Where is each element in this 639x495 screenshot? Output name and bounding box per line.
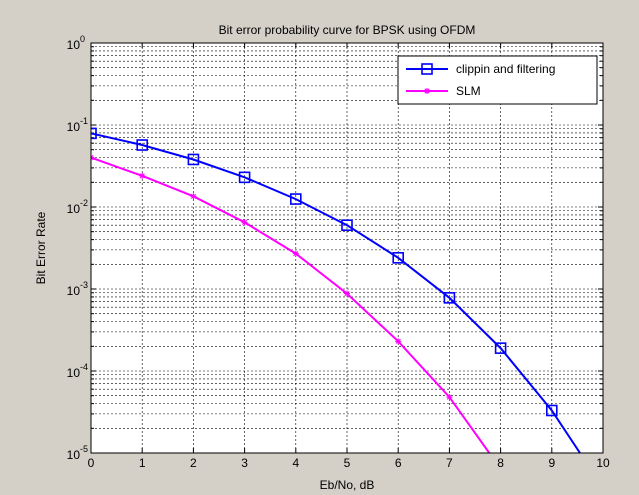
x-tick-label: 9 [548,456,555,470]
data-point-star [292,250,299,257]
data-point-star [424,88,430,94]
data-point-square [187,153,200,166]
x-tick-labels: 0 1 2 3 4 5 6 7 8 9 10 [88,456,610,470]
y-axis-label: Bit Error Rate [34,211,48,284]
star-stroke [91,155,94,159]
y-tick-label-base: 10 [67,366,81,380]
legend: clippin and filtering SLM [397,55,598,105]
data-point-square [341,219,353,231]
y-tick-label: 10 -2 [67,198,88,216]
grid [91,43,603,453]
x-tick-label: 5 [344,456,351,470]
y-tick-label: 10 -1 [67,116,88,134]
star-stroke [139,173,145,179]
y-tick-label-exponent: -3 [80,280,88,290]
star-stroke [344,290,350,297]
x-tick-label: 4 [292,456,299,470]
y-tick-label: 10 -5 [67,444,88,462]
data-point-star [241,219,248,226]
data-point-star [139,172,146,179]
data-point-star [190,193,197,200]
y-tick-label-base: 10 [67,448,81,462]
data-point-square [136,139,148,151]
x-tick-label: 10 [596,456,610,470]
y-tick-label: 10 -4 [67,362,88,380]
y-tick-label-base: 10 [67,120,81,134]
y-tick-label-base: 10 [67,38,81,52]
legend-label: clippin and filtering [456,62,555,76]
star-stroke [242,219,248,225]
star-stroke [446,394,452,400]
legend-item: SLM [406,84,481,98]
x-axis-label: Eb/No, dB [320,478,375,492]
y-tick-label-exponent: -1 [80,116,88,126]
data-point-star [91,154,94,161]
data-point-square [421,63,433,75]
data-point-star [395,338,402,345]
x-tick-label: 6 [395,456,402,470]
star-stroke [91,156,94,161]
y-tick-label-base: 10 [67,202,81,216]
y-tick-label-exponent: -2 [80,198,88,208]
data-point-square [443,292,456,304]
y-tick-label-exponent: 0 [80,34,85,44]
chart-title: Bit error probability curve for BPSK usi… [219,23,476,37]
star-stroke [395,338,401,344]
y-tick-label: 10 -3 [67,280,88,298]
data-point-square [545,404,558,417]
y-tick-label: 10 0 [67,34,85,52]
plot-frame [90,42,604,454]
data-point-square [289,193,302,205]
legend-label: SLM [456,84,481,98]
data-point-square [392,252,405,264]
x-tick-label: 0 [88,456,95,470]
data-point-square [91,127,97,140]
data-point-square [238,171,251,184]
data-point-square [494,342,507,354]
y-tick-label-exponent: -5 [80,444,88,454]
series-clippin-and-filtering [91,127,581,453]
series-slm [91,154,491,453]
star-stroke [293,251,299,257]
y-tick-label-base: 10 [67,284,81,298]
series-layer [91,127,581,453]
data-point-star [344,290,350,297]
x-tick-label: 7 [446,456,453,470]
x-tick-label: 1 [139,456,146,470]
x-tick-label: 3 [241,456,248,470]
star-stroke [190,193,196,199]
x-tick-label: 8 [497,456,504,470]
y-tick-label-exponent: -4 [80,362,88,372]
data-point-star [446,394,453,401]
series-line [91,132,581,453]
star-stroke [424,88,430,94]
legend-item: clippin and filtering [406,62,555,76]
x-tick-label: 2 [190,456,197,470]
